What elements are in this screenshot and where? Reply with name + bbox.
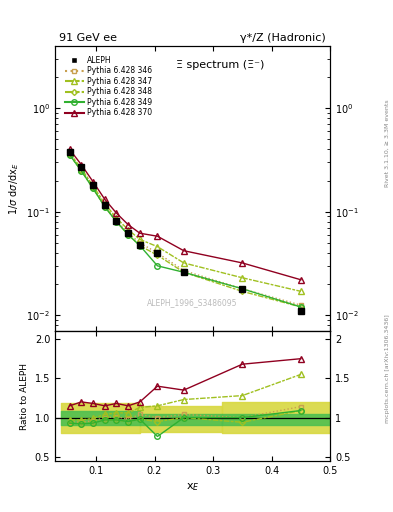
- Y-axis label: 1/$\sigma$ d$\sigma$/dx$_E$: 1/$\sigma$ d$\sigma$/dx$_E$: [7, 162, 21, 215]
- Text: Rivet 3.1.10, ≥ 3.3M events: Rivet 3.1.10, ≥ 3.3M events: [385, 99, 390, 187]
- Text: mcplots.cern.ch [arXiv:1306.3436]: mcplots.cern.ch [arXiv:1306.3436]: [385, 314, 390, 423]
- Y-axis label: Ratio to ALEPH: Ratio to ALEPH: [20, 362, 29, 430]
- Text: 91 GeV ee: 91 GeV ee: [59, 33, 117, 44]
- Text: γ*/Z (Hadronic): γ*/Z (Hadronic): [241, 33, 326, 44]
- Text: Ξ spectrum (Ξ⁻): Ξ spectrum (Ξ⁻): [176, 60, 264, 70]
- Legend: ALEPH, Pythia 6.428 346, Pythia 6.428 347, Pythia 6.428 348, Pythia 6.428 349, P: ALEPH, Pythia 6.428 346, Pythia 6.428 34…: [62, 53, 155, 120]
- X-axis label: x$_E$: x$_E$: [186, 481, 199, 493]
- Text: ALEPH_1996_S3486095: ALEPH_1996_S3486095: [147, 298, 238, 307]
